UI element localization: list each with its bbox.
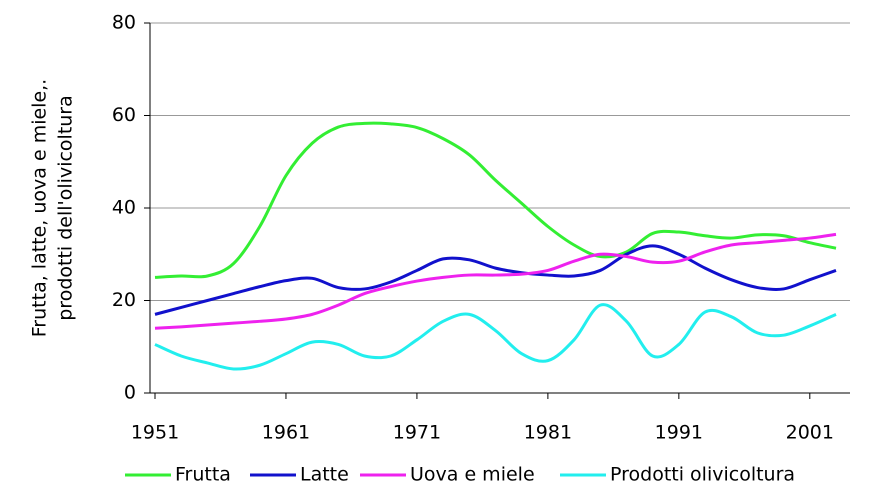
y-axis-label: prodotti dell'olivicoltura: [55, 95, 77, 321]
y-tick-label: 80: [112, 12, 136, 34]
x-tick-label: 1991: [655, 422, 703, 444]
x-tick-label: 1951: [131, 422, 179, 444]
y-axis-label: Frutta, latte, uova e miele,.: [29, 79, 51, 337]
x-tick-label: 1961: [262, 422, 310, 444]
line: [154, 244, 837, 316]
y-tick-label: 20: [112, 289, 136, 311]
line: [154, 232, 837, 330]
y-tick-label: 0: [124, 382, 136, 404]
x-tick-label: 1971: [393, 422, 441, 444]
line: [154, 303, 837, 371]
y-tick-label: 60: [112, 104, 136, 126]
x-tick-label: 2001: [786, 422, 834, 444]
x-tick-label: 1981: [524, 422, 572, 444]
y-tick-label: 40: [112, 197, 136, 219]
legend-label: Frutta: [175, 464, 231, 486]
legend-label: Prodotti olivicoltura: [610, 464, 795, 486]
legend-label: Uova e miele: [410, 464, 535, 486]
line: [154, 121, 837, 279]
legend-label: Latte: [300, 464, 349, 486]
